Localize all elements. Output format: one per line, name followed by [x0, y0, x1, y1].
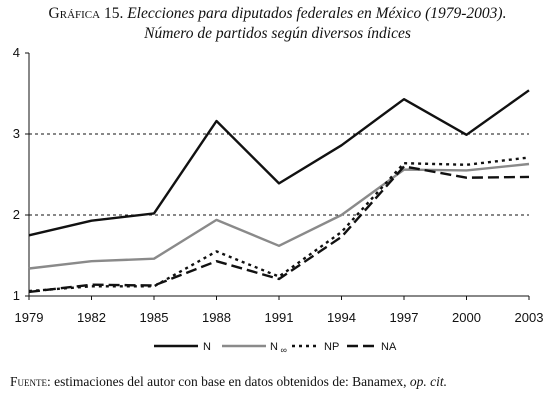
x-tick-label: 1982	[77, 310, 106, 325]
source-text: estimaciones del autor con base en datos…	[54, 374, 407, 389]
y-tick-label: 1	[13, 288, 20, 303]
x-tick-label: 1994	[327, 310, 356, 325]
y-tick-label: 2	[13, 207, 20, 222]
y-tick-label: 3	[13, 126, 20, 141]
title-label: Gráfica 15.	[48, 5, 124, 22]
grid-layer	[29, 133, 529, 216]
x-tick-label: 1997	[390, 310, 419, 325]
legend-label: N	[203, 341, 211, 353]
x-tick-label: 1988	[202, 310, 231, 325]
title-line: Gráfica 15. Elecciones para diputados fe…	[0, 4, 555, 24]
source-label: Fuente:	[10, 374, 51, 389]
chart-title: Gráfica 15. Elecciones para diputados fe…	[0, 4, 555, 44]
x-tick-label: 1991	[265, 310, 294, 325]
legend-label: NP	[324, 341, 339, 353]
series-line-na	[28, 165, 530, 294]
y-tick-label: 4	[13, 45, 20, 60]
x-tick-label: 2000	[452, 310, 481, 325]
legend-layer: N N ∞ NP NA	[154, 341, 397, 355]
legend-subscript: ∞	[278, 345, 287, 355]
series-line-n	[28, 89, 530, 237]
source-citation: op. cit.	[409, 374, 448, 389]
x-tick-label: 1979	[15, 310, 44, 325]
chart-subtitle: Número de partidos según diversos índice…	[144, 25, 411, 42]
x-tick-label: 2003	[515, 310, 544, 325]
axis-layer: 1 2 3 4 1979 1982 1985 1988 1991 1994 1997 2000 2003	[13, 45, 544, 325]
source-note: Fuente: estimaciones del autor con base …	[10, 374, 555, 390]
series-layer	[28, 89, 530, 294]
series-line-np	[28, 156, 530, 293]
series-line-n-inf	[28, 162, 530, 270]
legend-label: NA	[381, 341, 397, 353]
x-tick-label: 1985	[140, 310, 169, 325]
legend-label: N ∞	[270, 341, 287, 355]
title-text: Elecciones para diputados federales en M…	[127, 5, 507, 22]
